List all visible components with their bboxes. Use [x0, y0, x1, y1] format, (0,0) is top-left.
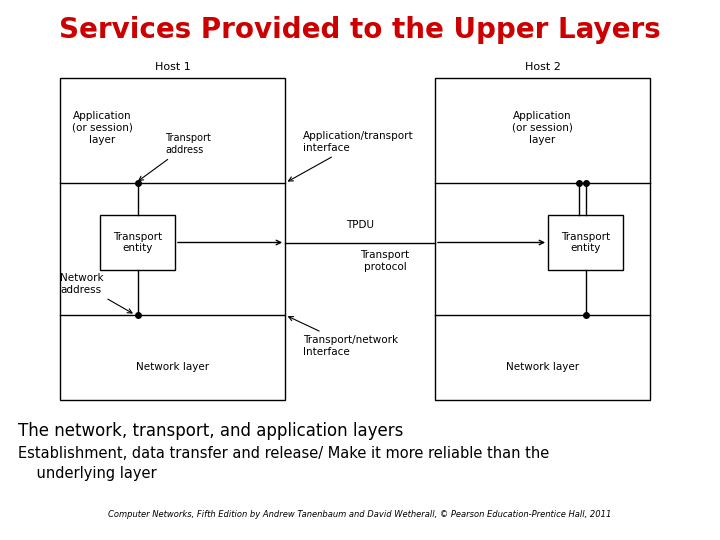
Text: Network layer: Network layer	[136, 362, 209, 373]
Text: The network, transport, and application layers: The network, transport, and application …	[18, 422, 403, 440]
Text: Host 2: Host 2	[525, 62, 560, 72]
Bar	[100, 215, 175, 270]
Text: underlying layer: underlying layer	[18, 466, 157, 481]
Bar	[548, 215, 623, 270]
Text: Application
(or session)
layer: Application (or session) layer	[512, 111, 573, 145]
Text: Establishment, data transfer and release/ Make it more reliable than the: Establishment, data transfer and release…	[18, 446, 549, 461]
Text: Network layer: Network layer	[506, 362, 579, 373]
Text: Host 1: Host 1	[155, 62, 190, 72]
Text: Network
address: Network address	[60, 273, 132, 313]
Text: Transport
protocol: Transport protocol	[361, 251, 410, 272]
Text: Computer Networks, Fifth Edition by Andrew Tanenbaum and David Wetherall, © Pear: Computer Networks, Fifth Edition by Andr…	[108, 510, 612, 519]
Text: Application
(or session)
layer: Application (or session) layer	[71, 111, 132, 145]
Bar	[60, 78, 285, 400]
Text: Transport
entity: Transport entity	[113, 232, 162, 253]
Text: Transport
entity: Transport entity	[561, 232, 610, 253]
Text: Services Provided to the Upper Layers: Services Provided to the Upper Layers	[59, 16, 661, 44]
Text: Transport/network
Interface: Transport/network Interface	[289, 316, 398, 356]
Text: TPDU: TPDU	[346, 220, 374, 231]
Text: Application/transport
interface: Application/transport interface	[289, 131, 413, 181]
Bar	[435, 78, 650, 400]
Text: Transport
address: Transport address	[139, 133, 212, 180]
